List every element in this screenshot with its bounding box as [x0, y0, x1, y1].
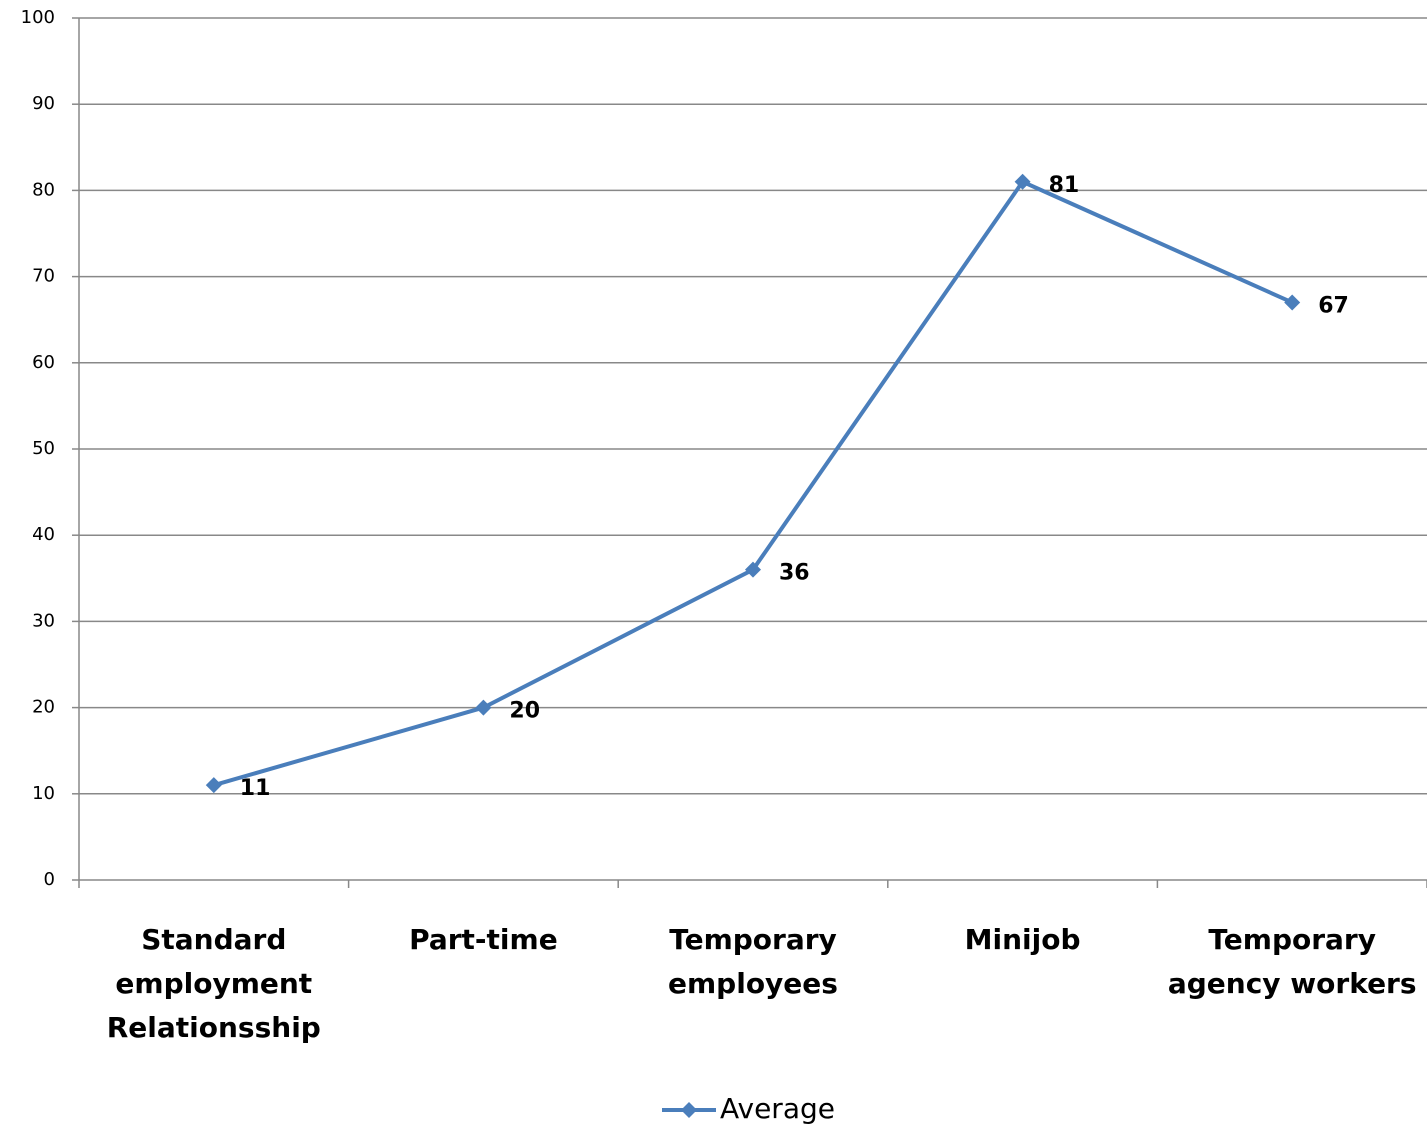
- data-label: 67: [1318, 293, 1349, 318]
- y-tick-label: 10: [32, 783, 55, 804]
- data-point: [1284, 294, 1301, 311]
- y-tick-label: 60: [32, 352, 55, 373]
- data-point: [745, 561, 761, 578]
- data-label: 81: [1049, 173, 1080, 198]
- x-tick-label: Temporary agency workers: [1167, 923, 1417, 1000]
- legend-marker: [681, 1102, 697, 1118]
- data-point: [1014, 173, 1031, 190]
- legend-label: Average: [720, 1092, 835, 1125]
- y-tick-label: 20: [32, 697, 55, 718]
- data-line: [213, 179, 1294, 788]
- y-tick-label: 80: [32, 179, 55, 200]
- y-tick-label: 70: [32, 266, 55, 287]
- y-tick-label: 0: [44, 869, 55, 890]
- x-tick-label: Temporary employees: [668, 923, 838, 1000]
- data-label: 11: [240, 776, 271, 801]
- data-label: 36: [779, 561, 810, 586]
- data-point: [475, 699, 492, 716]
- data-label: 20: [509, 699, 540, 724]
- y-tick-label: 100: [21, 7, 55, 28]
- y-tick-label: 90: [32, 93, 55, 114]
- x-tick-label: Minijob: [964, 923, 1081, 956]
- y-tick-label: 30: [32, 610, 55, 631]
- y-tick-label: 50: [32, 438, 55, 459]
- x-tick-label: Standard employment Relationsship: [106, 923, 321, 1044]
- data-point: [205, 777, 222, 794]
- y-tick-label: 40: [32, 524, 55, 545]
- x-tick-label: Part-time: [409, 923, 558, 956]
